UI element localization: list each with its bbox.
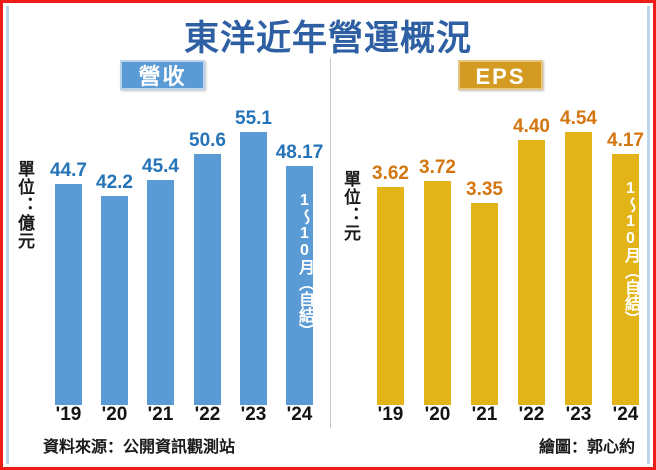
chart-panel-eps: 單位：元 3.62 3.72 3.35 4.40 4.54 4.17 1～10月（自結） '… xyxy=(335,98,653,428)
bar-group: 3.35 xyxy=(466,98,503,405)
axis-tick-label: '21 xyxy=(471,404,498,425)
bar-group: 55.1 xyxy=(235,98,272,405)
bar-group: 45.4 xyxy=(142,98,179,405)
plot-area-revenue: 44.7 42.2 45.4 50.6 55.1 48.17 1～10月（自結） xyxy=(45,98,323,405)
bar-value-label: 4.54 xyxy=(560,108,597,129)
bar-value-label: 48.17 xyxy=(275,142,324,163)
bar-value-label: 3.62 xyxy=(372,163,409,184)
chart-panel-revenue: 單位：億元 44.7 42.2 45.4 50.6 55.1 48.17 1～10月（自結）… xyxy=(9,98,327,428)
bar-value-label: 44.7 xyxy=(50,160,87,181)
bar-group: 42.2 xyxy=(96,98,133,405)
bar xyxy=(147,180,174,405)
axis-tick-label: '22 xyxy=(518,404,545,425)
axis-tick-label: '20 xyxy=(101,404,128,425)
unit-label-revenue: 單位：億元 xyxy=(15,160,34,250)
bar-group: 4.54 xyxy=(560,98,597,405)
bar-value-label: 45.4 xyxy=(142,156,179,177)
axis-tick-label: '22 xyxy=(194,404,221,425)
bar xyxy=(377,187,404,405)
bar-group: 44.7 xyxy=(50,98,87,405)
bar-value-label: 4.17 xyxy=(607,130,644,151)
x-axis-eps: '19 '20 '21 '22 '23 '24 xyxy=(367,404,649,428)
page-title: 東洋近年營運概況 xyxy=(183,19,472,58)
plot-area-eps: 3.62 3.72 3.35 4.40 4.54 4.17 1～10月（自結） xyxy=(367,98,649,405)
axis-tick-label: '19 xyxy=(55,404,82,425)
x-axis-revenue: '19 '20 '21 '22 '23 '24 xyxy=(45,404,323,428)
bar xyxy=(55,184,82,405)
bar xyxy=(101,196,128,405)
artist-note: 繪圖：郭心約 xyxy=(538,439,635,456)
bar-value-label: 50.6 xyxy=(189,130,226,151)
bar-value-label: 3.72 xyxy=(419,157,456,178)
axis-tick-label: '21 xyxy=(147,404,174,425)
section-badge-eps: EPS xyxy=(458,60,543,90)
bar xyxy=(518,140,545,405)
bar-group: 3.72 xyxy=(419,98,456,405)
bar xyxy=(286,166,313,405)
bar-annotation: 1～10月（自結） xyxy=(622,180,639,327)
section-badge-revenue: 營收 xyxy=(120,60,205,90)
bar-group: 4.17 1～10月（自結） xyxy=(607,98,644,405)
bar xyxy=(240,132,267,405)
bar xyxy=(194,154,221,405)
bar xyxy=(424,181,451,405)
bar xyxy=(471,203,498,405)
bar-value-label: 4.40 xyxy=(513,116,550,137)
bar-group: 3.62 xyxy=(372,98,409,405)
axis-tick-label: '23 xyxy=(240,404,267,425)
bar-value-label: 55.1 xyxy=(235,108,272,129)
source-note: 資料來源：公開資訊觀測站 xyxy=(43,439,236,456)
center-divider xyxy=(330,58,331,428)
axis-tick-label: '23 xyxy=(565,404,592,425)
bar-group: 48.17 1～10月（自結） xyxy=(276,98,323,405)
unit-label-eps: 單位：元 xyxy=(341,170,360,242)
axis-tick-label: '24 xyxy=(612,404,639,425)
bar-group: 4.40 xyxy=(513,98,550,405)
bar-value-label: 3.35 xyxy=(466,179,503,200)
axis-tick-label: '20 xyxy=(424,404,451,425)
axis-tick-label: '19 xyxy=(377,404,404,425)
bar-annotation: 1～10月（自結） xyxy=(296,192,313,339)
bar-value-label: 42.2 xyxy=(96,172,133,193)
bar xyxy=(612,154,639,405)
bar-group: 50.6 xyxy=(189,98,226,405)
axis-tick-label: '24 xyxy=(286,404,313,425)
bar xyxy=(565,132,592,405)
